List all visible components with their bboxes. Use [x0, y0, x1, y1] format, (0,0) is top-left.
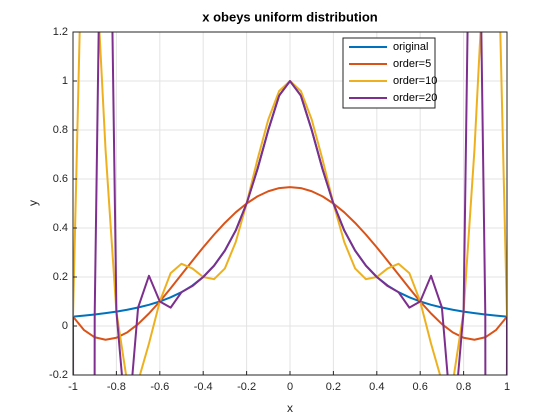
x-tick-label: 0.6: [413, 381, 428, 393]
y-tick-label: 0.8: [53, 124, 68, 136]
x-axis-label: x: [287, 401, 293, 415]
x-tick-label: -0.2: [237, 381, 256, 393]
x-tick-label: 1: [504, 381, 510, 393]
y-tick-label: -0.2: [49, 369, 68, 381]
legend-label: order=20: [393, 92, 437, 104]
y-axis-label: y: [26, 200, 40, 206]
legend-label: original: [393, 41, 428, 53]
y-tick-label: 0.6: [53, 173, 68, 185]
legend: original order=5 order=10 order=20: [342, 37, 437, 109]
y-tick-label: 0.2: [53, 271, 68, 283]
x-tick-label: -0.8: [107, 381, 126, 393]
chart-title: x obeys uniform distribution: [202, 9, 378, 24]
series-line: [73, 186, 507, 341]
legend-box: [342, 37, 436, 109]
lines: [73, 32, 507, 375]
x-tick-label: 0.8: [456, 381, 471, 393]
x-tick-label: -0.6: [150, 381, 169, 393]
series-line: [73, 32, 507, 375]
x-tick-label: -0.4: [194, 381, 213, 393]
y-tick-label: 1: [62, 75, 68, 87]
x-tick-label: 0.2: [326, 381, 341, 393]
x-tick-label: -1: [68, 381, 78, 393]
legend-label: order=5: [393, 58, 431, 70]
legend-label: order=10: [393, 75, 437, 87]
y-tick-label: 0: [62, 320, 68, 332]
ticks: -1 -0.8 -0.6 -0.4 -0.2 0 0.2 0.4 0.6 0.8 1 -0.2 0 0.2…: [49, 26, 510, 393]
y-tick-label: 1.2: [53, 26, 68, 38]
y-tick-label: 0.4: [53, 222, 68, 234]
x-tick-label: 0: [287, 381, 293, 393]
x-tick-label: 0.4: [369, 381, 384, 393]
